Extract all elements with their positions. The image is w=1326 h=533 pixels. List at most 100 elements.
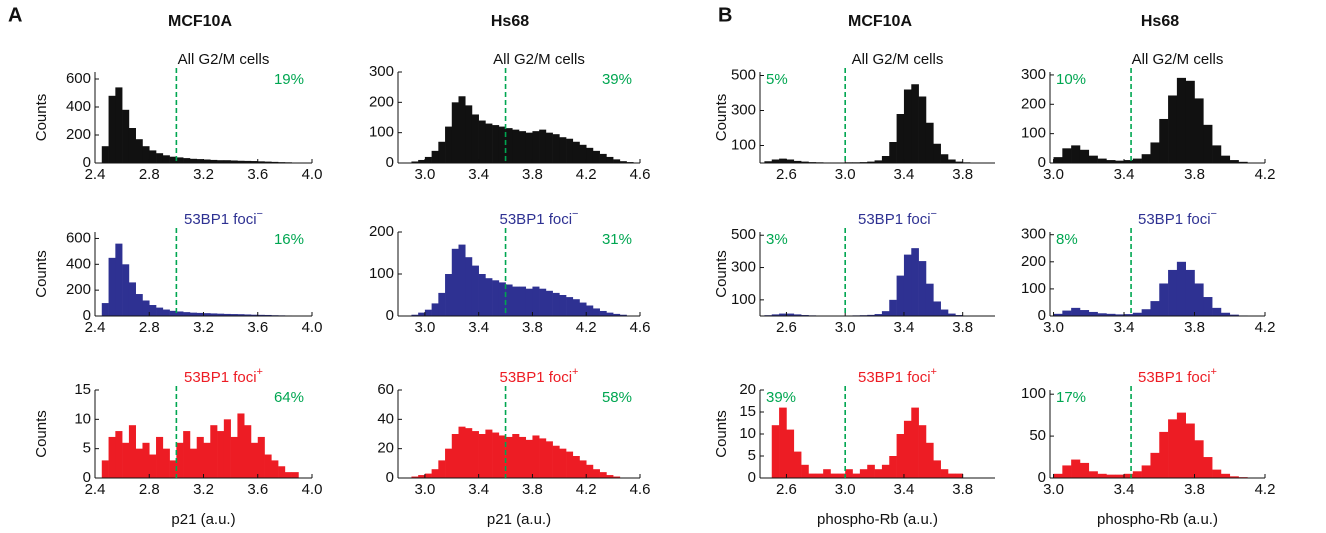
bar xyxy=(101,460,109,478)
bar xyxy=(492,432,500,478)
bar xyxy=(1203,124,1213,163)
bar xyxy=(485,123,493,163)
bar xyxy=(223,313,231,316)
y-tick-label: 15 xyxy=(739,403,756,420)
x-tick-label: 3.8 xyxy=(522,319,543,336)
bar xyxy=(572,299,580,316)
bar xyxy=(1159,283,1169,316)
bar xyxy=(1053,473,1063,478)
bar xyxy=(801,161,809,163)
bar xyxy=(115,431,123,478)
y-tick-label: 300 xyxy=(369,63,394,80)
bar xyxy=(223,160,231,163)
x-tick-label: 3.8 xyxy=(1184,481,1205,498)
bar xyxy=(525,288,533,316)
bar xyxy=(837,473,846,478)
bar xyxy=(948,159,956,163)
bar xyxy=(599,153,607,163)
percent-annotation: 58% xyxy=(602,389,632,406)
title-text: All G2/M cells xyxy=(493,51,585,68)
bar xyxy=(244,160,252,163)
y-tick-label: 50 xyxy=(1029,427,1046,444)
bar xyxy=(418,159,426,163)
x-tick-label: 2.4 xyxy=(85,166,106,183)
bar xyxy=(1079,462,1090,478)
x-tick-label: 3.8 xyxy=(952,319,973,336)
bar xyxy=(424,309,432,316)
bar xyxy=(431,303,439,316)
bar xyxy=(566,451,574,478)
bar xyxy=(250,314,259,316)
bar xyxy=(801,464,809,478)
bar xyxy=(128,425,136,478)
y-tick-label: 200 xyxy=(66,126,91,143)
bar xyxy=(1203,457,1213,478)
title-text: 53BP1 foci xyxy=(500,211,573,228)
bar xyxy=(411,314,419,316)
bar xyxy=(579,302,587,316)
bar xyxy=(505,128,513,163)
bar xyxy=(257,314,265,316)
bar xyxy=(485,278,493,316)
bar xyxy=(217,431,225,478)
bar xyxy=(786,313,795,316)
percent-annotation: 64% xyxy=(274,389,304,406)
bar xyxy=(779,407,787,478)
bar xyxy=(881,156,890,163)
bar xyxy=(539,438,547,478)
bar xyxy=(142,442,150,478)
bar xyxy=(579,460,587,478)
bar xyxy=(411,476,419,478)
bar xyxy=(418,312,426,316)
bar xyxy=(896,434,905,478)
y-tick-label: 500 xyxy=(731,226,756,243)
x-tick-label: 3.0 xyxy=(835,481,856,498)
bar xyxy=(572,141,580,163)
y-tick-label: 60 xyxy=(377,381,394,398)
x-axis-label: phospho-Rb (a.u.) xyxy=(817,511,938,528)
bar xyxy=(237,314,245,316)
y-tick-label: 100 xyxy=(1021,385,1046,402)
bar xyxy=(1168,95,1178,163)
x-tick-label: 3.4 xyxy=(894,481,915,498)
x-tick-label: 4.0 xyxy=(302,166,323,183)
y-tick-label: 200 xyxy=(66,281,91,298)
x-axis-label: p21 (a.u.) xyxy=(487,511,551,528)
bar xyxy=(424,473,432,478)
bar xyxy=(451,434,459,478)
bar xyxy=(1176,77,1186,163)
bar xyxy=(1212,145,1222,163)
bar xyxy=(779,313,787,316)
bar xyxy=(196,312,204,316)
bar xyxy=(244,425,252,478)
percent-annotation: 3% xyxy=(766,231,788,248)
x-tick-label: 3.6 xyxy=(247,319,268,336)
y-axis-label: Counts xyxy=(33,250,50,298)
bar xyxy=(599,310,607,316)
bar xyxy=(1088,311,1098,316)
bar xyxy=(519,286,527,316)
bar xyxy=(210,313,218,316)
bar xyxy=(451,248,459,316)
histogram-title: All G2/M cells xyxy=(1132,51,1224,68)
bar xyxy=(230,436,238,478)
bar xyxy=(559,137,567,163)
bar xyxy=(771,159,780,163)
y-tick-label: 100 xyxy=(731,136,756,153)
bar xyxy=(539,129,547,163)
bar xyxy=(925,122,934,163)
bar xyxy=(859,469,868,478)
bar xyxy=(1124,473,1134,478)
title-superscript: + xyxy=(257,366,263,378)
bar xyxy=(1097,158,1107,163)
bar xyxy=(431,469,439,478)
bar xyxy=(169,310,177,316)
bar xyxy=(613,313,621,316)
bar xyxy=(115,243,123,316)
y-tick-label: 200 xyxy=(1021,253,1046,270)
bar xyxy=(149,454,157,478)
bar xyxy=(1053,313,1063,316)
bar xyxy=(1194,98,1204,163)
bar xyxy=(257,436,265,478)
